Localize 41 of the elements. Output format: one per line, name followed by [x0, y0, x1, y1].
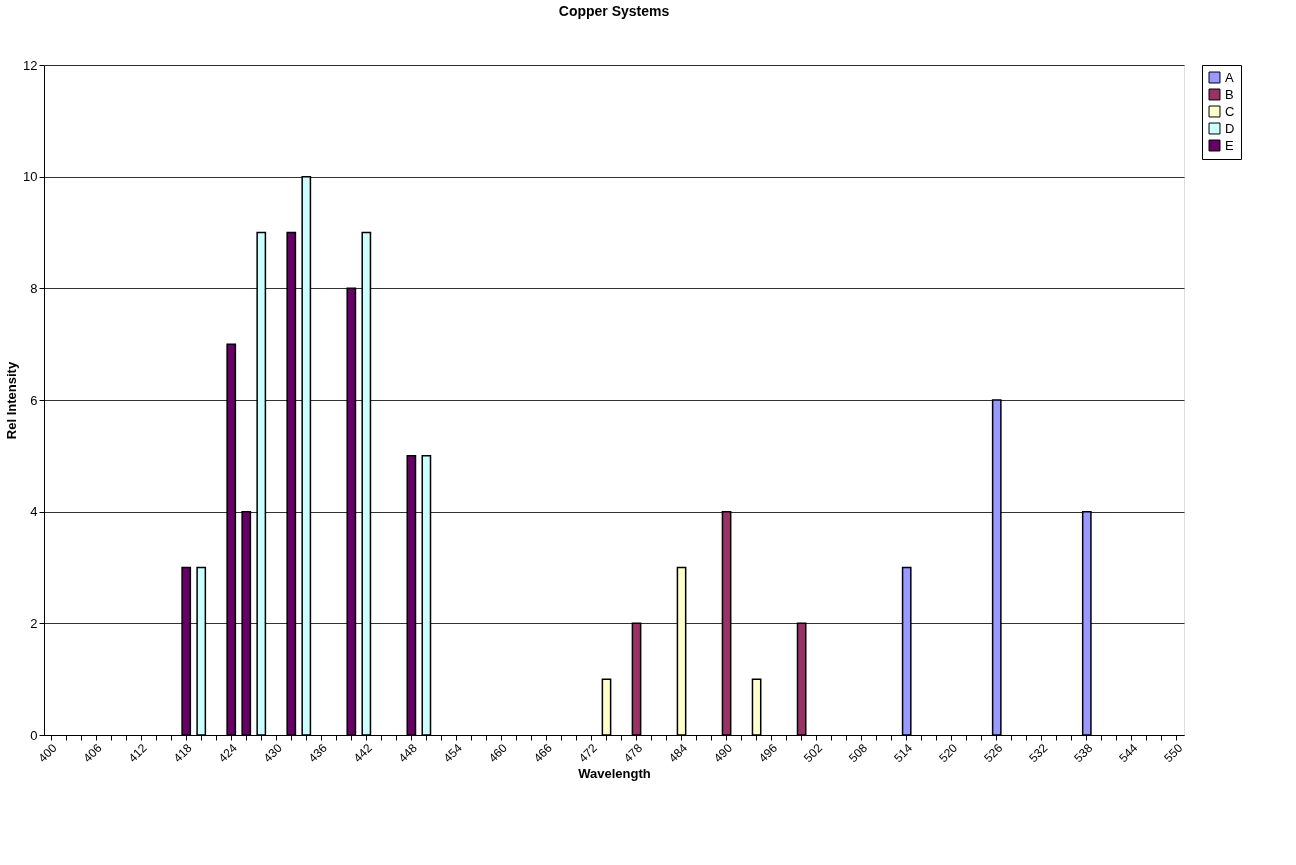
x-tick-label: 490: [711, 740, 736, 766]
legend-label: B: [1225, 86, 1234, 102]
x-tick-label: 436: [305, 740, 331, 766]
x-tick-label: 418: [170, 740, 195, 766]
x-tick-label: 502: [801, 740, 826, 766]
x-tick-label: 442: [350, 740, 376, 766]
x-tick-label: 496: [756, 740, 781, 766]
x-tick-label: 454: [440, 740, 466, 766]
x-tick-label: 508: [846, 740, 871, 766]
x-tick-label: 478: [620, 740, 646, 766]
y-tick-label: 4: [30, 504, 38, 520]
x-tick-label: 472: [575, 740, 601, 766]
x-tick-label: 424: [215, 740, 240, 766]
y-tick-label: 8: [30, 280, 38, 296]
x-tick-label: 514: [891, 740, 916, 766]
y-axis-title: Rel Intensity: [4, 361, 20, 440]
x-tick-label: 520: [936, 740, 961, 766]
x-tick-label: 484: [665, 740, 691, 766]
y-tick-label: 6: [30, 392, 38, 408]
x-tick-label: 400: [35, 740, 60, 766]
x-tick-label: 406: [80, 740, 105, 766]
legend-label: E: [1225, 137, 1234, 153]
legend-label: D: [1225, 120, 1235, 136]
x-tick-label: 430: [260, 740, 285, 766]
x-tick-label: 532: [1026, 740, 1051, 766]
x-tick-label: 466: [530, 740, 556, 766]
x-tick-label: 460: [485, 740, 511, 766]
chart-title: Copper Systems: [558, 3, 670, 19]
legend-label: C: [1225, 103, 1235, 119]
x-tick-label: 448: [395, 740, 421, 766]
y-tick-label: 2: [30, 615, 38, 631]
y-tick-label: 0: [30, 727, 38, 743]
x-tick-label: 538: [1071, 740, 1096, 766]
x-tick-label: 550: [1161, 740, 1186, 766]
y-tick-label: 12: [23, 57, 38, 73]
legend-label: A: [1225, 69, 1234, 85]
x-tick-label: 544: [1116, 740, 1141, 766]
x-axis-title: Wavelength: [578, 766, 651, 782]
y-tick-label: 10: [23, 169, 38, 185]
x-tick-label: 412: [125, 740, 150, 766]
x-tick-label: 526: [981, 740, 1006, 766]
